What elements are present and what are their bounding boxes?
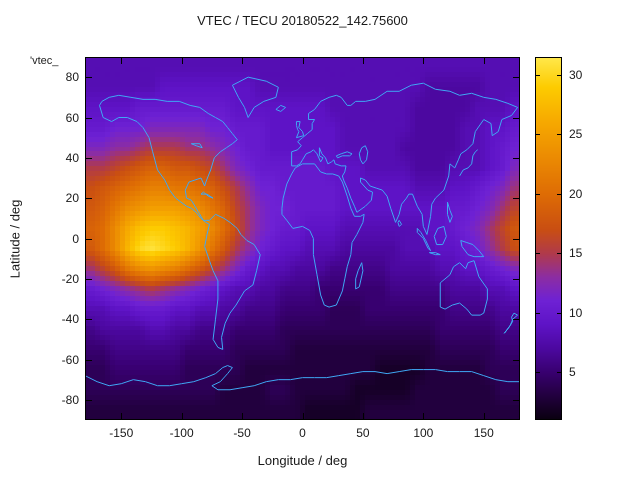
stray-key-label: 'vtec_ [30, 55, 59, 67]
y-tick-label: -60 [61, 352, 79, 367]
y-tick-label: 20 [65, 191, 79, 206]
heatmap-canvas [85, 57, 520, 420]
colorbar-tick-label: 10 [569, 305, 583, 320]
colorbar-tick-label: 20 [569, 186, 583, 201]
chart-title: VTEC / TECU 20180522_142.75600 [197, 13, 408, 28]
x-tick-label: -100 [169, 426, 194, 440]
y-tick-label: 80 [65, 70, 79, 85]
x-tick-label: 100 [413, 426, 434, 440]
colorbar-tick-label: 30 [569, 67, 583, 82]
y-tick-label: 60 [65, 110, 79, 125]
x-tick-label: 150 [473, 426, 494, 440]
x-tick-label: -150 [109, 426, 134, 440]
x-tick-label: -50 [233, 426, 251, 440]
x-axis-label: Longitude / deg [257, 453, 348, 468]
x-tick-label: 0 [299, 426, 306, 440]
x-tick-label: 50 [356, 426, 370, 440]
y-axis-label: Latitude / deg [7, 199, 23, 279]
colorbar-tick-label: 25 [569, 127, 583, 142]
y-tick-label: -80 [61, 392, 79, 407]
y-tick-label: 0 [72, 231, 79, 246]
y-tick-label: 40 [65, 150, 79, 165]
colorbar-tick-label: 5 [569, 365, 576, 380]
colorbar-tick-label: 15 [569, 246, 583, 261]
colorbar-canvas [535, 57, 562, 420]
y-tick-label: -20 [61, 271, 79, 286]
y-tick-label: -40 [61, 312, 79, 327]
